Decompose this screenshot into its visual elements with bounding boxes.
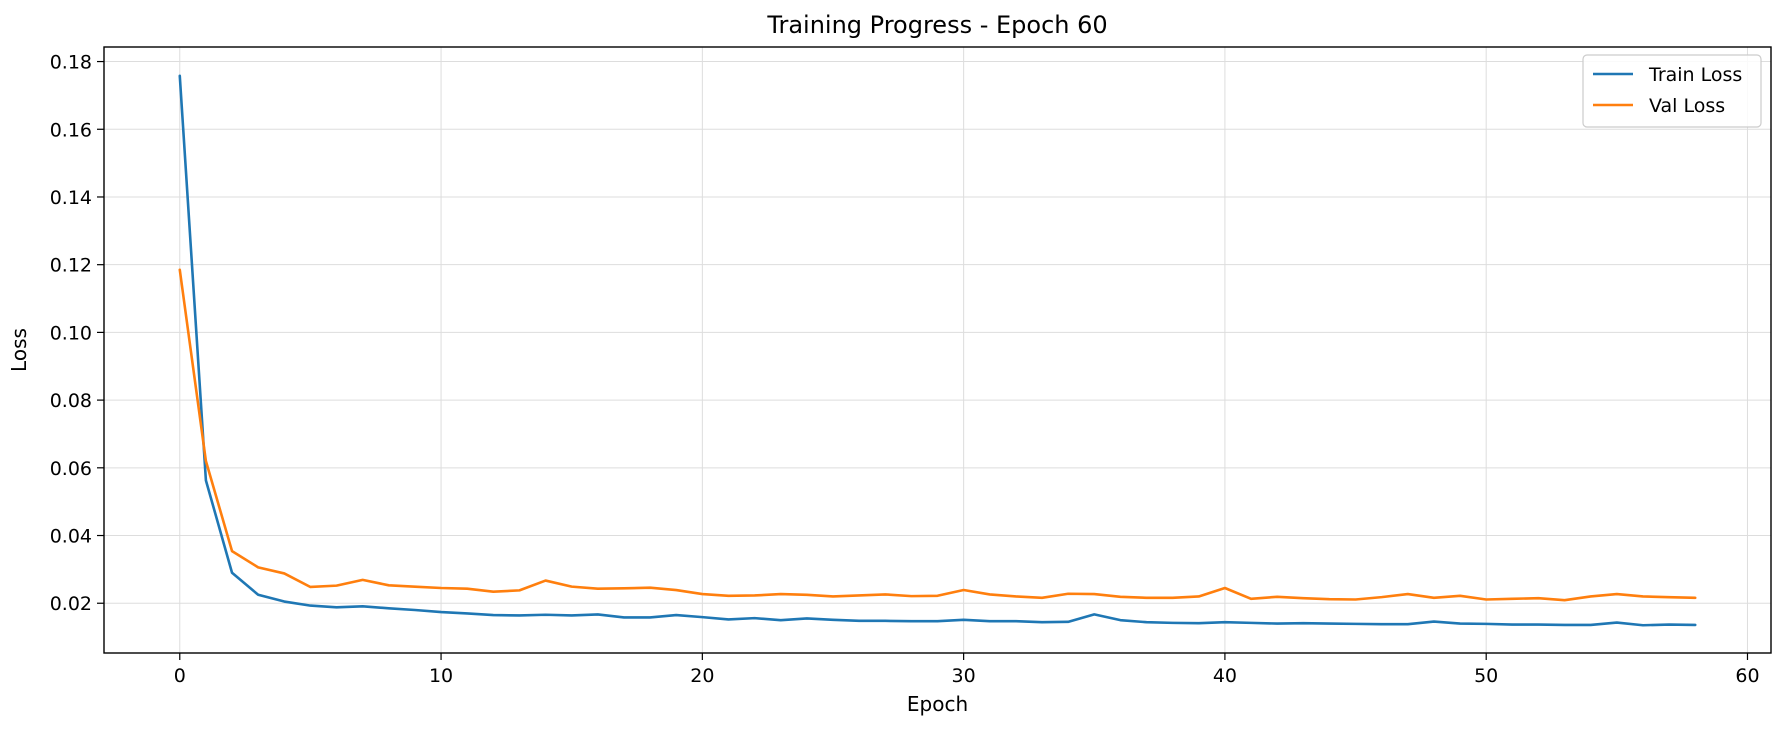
tick-layer: 0 10 20 30 40 50 60 0.02 0.04 0.06 0.08 0.10 0.12 0.1… bbox=[50, 52, 1760, 687]
legend-label: Train Loss bbox=[1648, 64, 1742, 86]
chart-title: Training Progress - Epoch 60 bbox=[766, 11, 1107, 39]
y-tick-label: 0.16 bbox=[50, 119, 92, 141]
plot-frame bbox=[103, 46, 1772, 654]
series-line-val-loss bbox=[178, 268, 1697, 602]
x-tick-label: 0 bbox=[174, 665, 186, 687]
y-tick-label: 0.06 bbox=[50, 458, 92, 480]
legend-label: Val Loss bbox=[1649, 95, 1725, 117]
y-axis-title: Loss bbox=[7, 328, 31, 372]
y-tick-label: 0.10 bbox=[50, 322, 92, 344]
x-tick-label: 10 bbox=[429, 665, 453, 687]
y-tick-label: 0.14 bbox=[50, 187, 92, 209]
x-tick-label: 60 bbox=[1735, 665, 1759, 687]
x-tick-label: 30 bbox=[952, 665, 976, 687]
x-tick-label: 20 bbox=[690, 665, 714, 687]
y-tick-label: 0.04 bbox=[50, 526, 92, 548]
series-layer bbox=[178, 74, 1697, 627]
grid-layer bbox=[104, 47, 1771, 653]
x-tick-label: 50 bbox=[1474, 665, 1498, 687]
y-tick-label: 0.08 bbox=[50, 390, 92, 412]
legend: Train Loss Val Loss bbox=[1582, 54, 1762, 128]
y-tick-label: 0.12 bbox=[50, 255, 92, 277]
x-axis-title: Epoch bbox=[907, 692, 968, 716]
y-tick-label: 0.02 bbox=[50, 593, 92, 615]
series-line-train-loss bbox=[178, 74, 1697, 627]
x-tick-label: 40 bbox=[1213, 665, 1237, 687]
y-tick-label: 0.18 bbox=[50, 52, 92, 74]
